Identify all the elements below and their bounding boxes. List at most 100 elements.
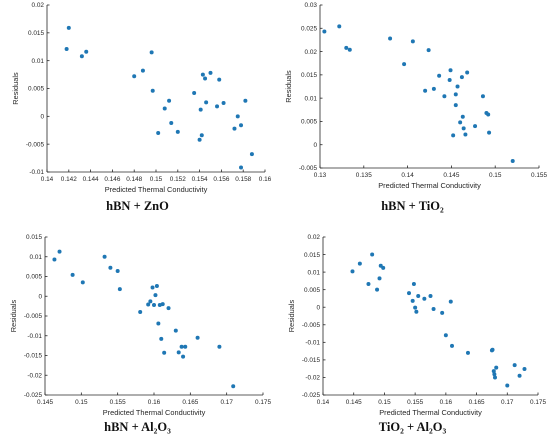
y-tick-label: -0.005 [302, 322, 321, 329]
data-point [426, 48, 431, 53]
data-point [169, 121, 174, 126]
y-tick-label: -0.015 [24, 353, 43, 360]
y-tick-label: -0.01 [29, 169, 44, 176]
y-tick-label: -0.02 [27, 372, 42, 379]
data-point [465, 350, 470, 355]
x-axis-title: Predicted Thermal Conductivity [379, 408, 482, 417]
scatter-plot: 0.14 0.145 0.15 0.155 0.16 0.165 0.17 0.175 -0.0… [287, 234, 546, 417]
data-point [440, 310, 445, 315]
data-point [411, 282, 416, 287]
data-point [221, 100, 226, 105]
y-tick-label: 0.01 [32, 58, 45, 65]
y-tick-label: 0 [40, 114, 44, 121]
x-tick-label: 0.165 [469, 399, 485, 406]
y-axis-title: Residuals [11, 72, 20, 105]
data-point [140, 68, 145, 73]
data-point [203, 76, 208, 81]
y-tick-label: 0.015 [26, 234, 42, 241]
data-point [183, 344, 188, 349]
data-point [239, 123, 244, 128]
data-point [173, 328, 178, 333]
data-point [197, 137, 202, 142]
data-point [453, 103, 458, 108]
data-point [148, 299, 153, 304]
data-point [108, 265, 113, 270]
x-tick-label: 0.155 [531, 172, 547, 179]
y-tick-label: 0.005 [28, 86, 44, 93]
data-point [494, 365, 499, 370]
x-tick-label: 0.135 [356, 172, 372, 179]
data-point [70, 272, 75, 277]
scatter-plot: 0.14 0.142 0.144 0.146 0.148 0.15 0.152 0.154 0.… [11, 2, 272, 194]
x-tick-label: 0.155 [407, 399, 423, 406]
data-point [388, 36, 393, 41]
data-point [150, 285, 155, 290]
data-point [200, 72, 205, 77]
x-tick-label: 0.15 [75, 399, 88, 406]
data-point [132, 74, 137, 79]
x-tick-label: 0.14 [317, 399, 330, 406]
y-tick-label: 0.01 [308, 269, 321, 276]
data-point [491, 369, 496, 374]
data-point [450, 343, 454, 348]
data-point [347, 47, 352, 52]
x-tick-label: 0.142 [61, 176, 77, 183]
scatter-plot: 0.13 0.135 0.14 0.145 0.15 0.155 -0.005 0 0.005 0… [284, 2, 547, 190]
x-tick-label: 0.16 [440, 399, 453, 406]
data-point [249, 152, 254, 157]
data-point [344, 45, 349, 50]
y-tick-label: -0.02 [305, 375, 320, 382]
data-point [115, 268, 120, 273]
y-tick-label: 0.015 [301, 72, 317, 79]
y-tick-label: -0.015 [302, 357, 321, 364]
data-point [175, 129, 180, 134]
data-point [512, 363, 517, 368]
data-point [410, 39, 415, 44]
x-tick-label: 0.158 [235, 176, 251, 183]
data-point [447, 77, 452, 82]
y-axis-title: Residuals [284, 70, 293, 103]
data-point [215, 104, 220, 109]
x-tick-label: 0.165 [182, 399, 198, 406]
x-tick-label: 0.15 [378, 399, 391, 406]
data-point [453, 92, 458, 97]
y-tick-label: 0.02 [308, 234, 321, 241]
x-tick-label: 0.145 [37, 399, 53, 406]
x-tick-label: 0.14 [41, 176, 54, 183]
data-point [461, 126, 466, 131]
data-point [487, 130, 492, 135]
data-point [176, 350, 181, 355]
data-point [167, 98, 172, 103]
x-tick-label: 0.16 [148, 399, 161, 406]
x-tick-label: 0.152 [170, 176, 186, 183]
data-point [375, 287, 380, 292]
data-point [437, 73, 442, 78]
data-point [423, 88, 428, 93]
x-tick-label: 0.15 [489, 172, 502, 179]
y-tick-label: 0.02 [305, 49, 318, 56]
data-point [416, 293, 421, 298]
x-tick-label: 0.175 [530, 399, 546, 406]
x-tick-label: 0.155 [110, 399, 126, 406]
data-point [493, 375, 497, 380]
data-point [160, 302, 165, 307]
panel-title: hBN + ZnO [106, 199, 169, 213]
data-point [217, 344, 222, 349]
y-tick-label: -0.025 [24, 392, 43, 399]
data-point [79, 54, 84, 59]
data-point [410, 298, 415, 303]
y-tick-label: 0.005 [26, 274, 42, 281]
data-point [414, 309, 419, 314]
x-axis-title: Predicted Thermal Conductivity [103, 408, 206, 417]
data-point [243, 98, 248, 103]
x-tick-label: 0.14 [401, 172, 414, 179]
panel-title: TiO₂ + Al₂O₃ [378, 420, 447, 434]
data-point [57, 249, 62, 254]
data-point [366, 282, 371, 287]
data-point [166, 306, 171, 311]
data-point [199, 133, 204, 138]
data-point [442, 94, 447, 99]
data-point [422, 296, 427, 301]
data-point [217, 77, 222, 82]
data-point [486, 112, 491, 117]
